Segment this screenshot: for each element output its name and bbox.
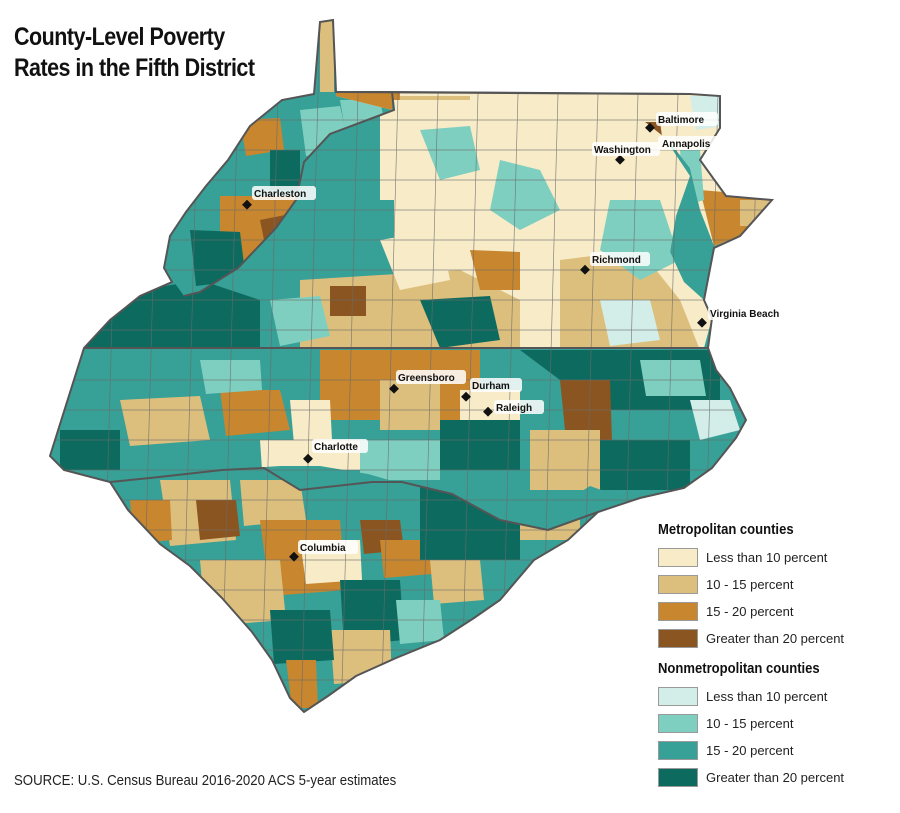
city-baltimore: Baltimore (645, 112, 718, 133)
city-label-virginia-beach: Virginia Beach (710, 309, 779, 320)
state-borders (48, 18, 775, 714)
city-label-columbia: Columbia (300, 543, 346, 554)
legend-swatch (658, 687, 698, 706)
city-label-charleston: Charleston (254, 189, 306, 200)
legend-label: 15 - 20 percent (706, 604, 794, 619)
legend-item: Less than 10 percent (658, 544, 898, 571)
legend-metro-heading: Metropolitan counties (658, 522, 794, 538)
city-label-washington: Washington (594, 145, 651, 156)
map-title-line-2: Rates in the Fifth District (14, 54, 255, 82)
legend-item: 10 - 15 percent (658, 710, 898, 737)
legend-item: 15 - 20 percent (658, 737, 898, 764)
city-richmond: Richmond (580, 252, 650, 275)
city-raleigh: Raleigh (483, 400, 544, 417)
city-label-richmond: Richmond (592, 255, 641, 266)
city-durham: Durham (461, 378, 522, 402)
legend-swatch (658, 741, 698, 760)
legend-label: 15 - 20 percent (706, 743, 794, 758)
legend-swatch (658, 629, 698, 648)
county-borders (50, 20, 772, 712)
legend-item: 15 - 20 percent (658, 598, 898, 625)
legend-label: Less than 10 percent (706, 689, 828, 704)
city-charleston: Charleston (242, 186, 316, 210)
legend-swatch (658, 602, 698, 621)
city-label-charlotte: Charlotte (314, 442, 358, 453)
legend-label: Greater than 20 percent (706, 770, 845, 785)
legend-label: Less than 10 percent (706, 550, 828, 565)
city-label-greensboro: Greensboro (398, 373, 455, 384)
city-charlotte: Charlotte (303, 439, 368, 464)
city-greensboro: Greensboro (389, 370, 466, 394)
legend-item: Greater than 20 percent (658, 625, 898, 652)
city-label-durham: Durham (472, 381, 510, 392)
legend: Metropolitan counties Less than 10 perce… (658, 522, 898, 791)
city-markers: Baltimore Washington Annapolis Charlesto… (242, 112, 796, 562)
legend-label: 10 - 15 percent (706, 716, 794, 731)
legend-label: Greater than 20 percent (706, 631, 845, 646)
city-annapolis: Annapolis (658, 136, 720, 150)
map-title: County-Level Poverty Rates in the Fifth … (14, 22, 255, 84)
legend-item: 10 - 15 percent (658, 571, 898, 598)
legend-swatch (658, 575, 698, 594)
legend-swatch (658, 714, 698, 733)
city-label-annapolis: Annapolis (662, 139, 711, 150)
map-title-line-1: County-Level Poverty (14, 23, 225, 51)
legend-nonmetro-group: Nonmetropolitan counties Less than 10 pe… (658, 661, 898, 791)
source-note: SOURCE: U.S. Census Bureau 2016-2020 ACS… (14, 772, 397, 789)
legend-swatch (658, 548, 698, 567)
legend-item: Less than 10 percent (658, 683, 898, 710)
legend-nonmetro-heading: Nonmetropolitan counties (658, 661, 820, 677)
legend-item: Greater than 20 percent (658, 764, 898, 791)
legend-metro-group: Metropolitan counties Less than 10 perce… (658, 522, 898, 652)
city-label-raleigh: Raleigh (496, 403, 532, 414)
legend-label: 10 - 15 percent (706, 577, 794, 592)
legend-swatch (658, 768, 698, 787)
city-label-baltimore: Baltimore (658, 115, 705, 126)
city-virginia-beach: Virginia Beach (697, 306, 796, 328)
city-washington: Washington (592, 142, 660, 165)
